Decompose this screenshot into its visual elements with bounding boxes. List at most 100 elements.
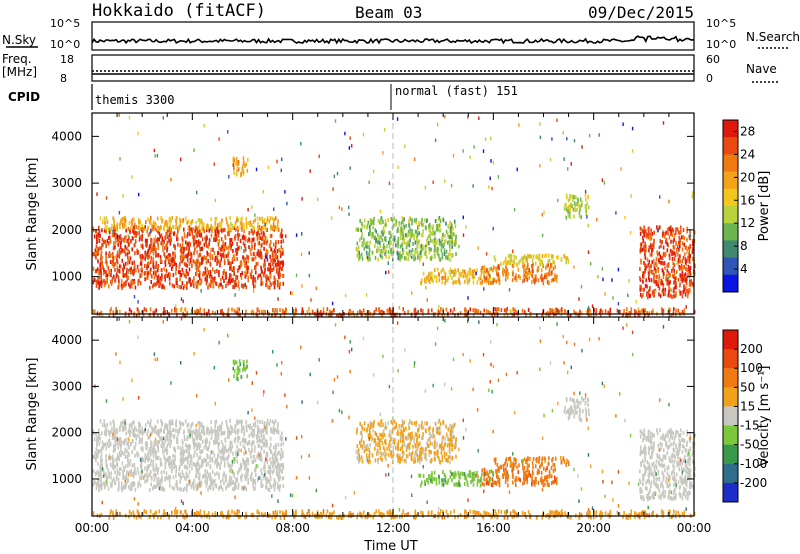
- noise-cell: [497, 175, 500, 179]
- echo-cell: [441, 236, 444, 240]
- echo-cell: [191, 429, 193, 434]
- echo-cell: [588, 309, 591, 314]
- echo-cell: [209, 261, 211, 266]
- echo-cell: [124, 244, 126, 249]
- echo-cell: [277, 442, 280, 447]
- echo-cell: [265, 249, 268, 254]
- nsky-trace: [91, 35, 695, 45]
- echo-cell: [418, 221, 420, 226]
- echo-cell: [223, 481, 225, 486]
- echo-cell: [236, 268, 239, 273]
- echo-cell: [111, 479, 114, 483]
- echo-cell: [273, 481, 276, 486]
- echo-cell: [586, 310, 588, 315]
- echo-cell: [166, 435, 169, 440]
- echo-cell: [473, 268, 476, 273]
- echo-cell: [678, 289, 681, 294]
- echo-cell: [141, 253, 144, 258]
- echo-cell: [212, 479, 214, 484]
- echo-cell: [200, 312, 203, 317]
- echo-cell: [534, 274, 537, 279]
- echo-cell: [273, 225, 276, 230]
- echo-cell: [105, 475, 107, 480]
- echo-cell: [452, 310, 454, 315]
- echo-cell: [223, 254, 225, 259]
- noise-cell: [348, 146, 351, 150]
- echo-cell: [260, 279, 263, 283]
- echo-cell: [160, 225, 162, 230]
- echo-cell: [196, 452, 198, 457]
- echo-cell: [159, 457, 162, 462]
- echo-cell: [445, 221, 447, 226]
- echo-cell: [260, 446, 263, 451]
- echo-cell: [165, 460, 167, 465]
- echo-cell: [139, 261, 142, 266]
- echo-cell: [144, 250, 146, 255]
- echo-cell: [504, 277, 507, 282]
- echo-cell: [400, 221, 403, 226]
- noise-cell: [691, 195, 693, 199]
- echo-cell: [228, 229, 230, 234]
- echo-cell: [168, 276, 171, 281]
- echo-cell: [257, 275, 259, 280]
- echo-cell: [374, 255, 377, 260]
- echo-cell: [199, 252, 201, 257]
- echo-cell: [196, 258, 198, 263]
- echo-cell: [673, 251, 676, 256]
- echo-cell: [237, 485, 240, 490]
- echo-cell: [375, 237, 377, 242]
- echo-cell: [115, 225, 118, 230]
- echo-cell: [157, 274, 160, 279]
- echo-cell: [691, 250, 694, 255]
- echo-cell: [640, 242, 643, 247]
- echo-cell: [420, 280, 423, 285]
- echo-cell: [170, 433, 173, 438]
- echo-cell: [208, 242, 210, 247]
- echo-cell: [137, 282, 139, 287]
- echo-cell: [96, 235, 98, 240]
- echo-cell: [170, 236, 172, 241]
- echo-cell: [272, 453, 274, 458]
- echo-cell: [322, 310, 325, 315]
- echo-cell: [188, 262, 191, 267]
- echo-cell: [282, 476, 285, 481]
- echo-cell: [257, 444, 260, 449]
- echo-cell: [238, 436, 241, 441]
- echo-cell: [202, 227, 205, 232]
- echo-cell: [270, 240, 272, 245]
- echo-cell: [174, 308, 176, 313]
- echo-cell: [263, 246, 265, 251]
- echo-cell: [151, 448, 154, 453]
- echo-cell: [665, 238, 668, 242]
- echo-cell: [672, 261, 674, 266]
- echo-cell: [230, 238, 233, 243]
- echo-cell: [122, 440, 125, 445]
- echo-cell: [441, 275, 443, 280]
- echo-cell: [237, 450, 239, 454]
- echo-cell: [108, 272, 110, 277]
- echo-cell: [277, 240, 280, 244]
- echo-cell: [256, 232, 258, 237]
- noise-cell: [630, 194, 632, 198]
- echo-cell: [117, 275, 120, 280]
- echo-cell: [209, 226, 212, 231]
- echo-cell: [393, 216, 396, 221]
- echo-cell: [434, 242, 437, 247]
- echo-cell: [464, 308, 467, 313]
- echo-cell: [193, 309, 196, 314]
- echo-cell: [532, 277, 535, 282]
- echo-cell: [116, 268, 119, 273]
- nsky-tick-bottom: 10^0: [50, 38, 80, 51]
- echo-cell: [240, 478, 243, 483]
- echo-cell: [244, 274, 247, 279]
- echo-cell: [159, 234, 161, 239]
- echo-cell: [522, 264, 524, 269]
- echo-cell: [220, 282, 222, 287]
- echo-cell: [133, 482, 136, 487]
- noise-cell: [156, 153, 159, 158]
- echo-cell: [482, 313, 485, 318]
- echo-cell: [205, 281, 208, 286]
- echo-cell: [110, 475, 112, 480]
- echo-cell: [454, 224, 457, 229]
- noise-cell: [467, 296, 469, 300]
